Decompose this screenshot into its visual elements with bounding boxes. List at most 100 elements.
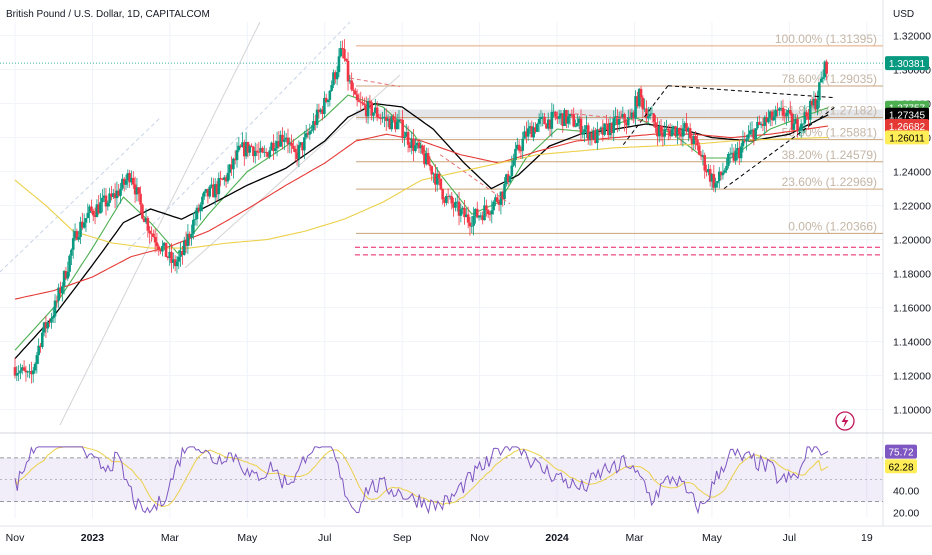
candle-body bbox=[657, 126, 661, 137]
candle-body bbox=[628, 117, 632, 118]
candle-body bbox=[20, 367, 24, 371]
candle-body bbox=[630, 112, 634, 118]
candle-body bbox=[441, 189, 444, 200]
candle-body bbox=[364, 105, 368, 117]
candle-body bbox=[324, 97, 328, 103]
rsi-value-label: 75.72 bbox=[888, 448, 913, 459]
candle-body bbox=[346, 60, 350, 82]
candle-body bbox=[375, 107, 379, 117]
time-tick-label: 2024 bbox=[545, 532, 569, 544]
candle-body bbox=[434, 173, 437, 185]
candle-body bbox=[268, 150, 272, 157]
candle-body bbox=[288, 142, 292, 145]
candle-body bbox=[159, 249, 162, 252]
candle-body bbox=[224, 177, 228, 182]
candle-body bbox=[281, 134, 284, 142]
candle-body bbox=[42, 322, 46, 333]
candle-body bbox=[801, 123, 805, 125]
candle-body bbox=[86, 212, 90, 219]
candle-body bbox=[445, 196, 448, 203]
candle-body bbox=[585, 125, 588, 130]
candle-body bbox=[33, 363, 37, 371]
candle-body bbox=[270, 142, 273, 151]
candle-body bbox=[106, 202, 110, 207]
candle-body bbox=[443, 199, 446, 203]
candle-body bbox=[643, 108, 646, 110]
candle-body bbox=[257, 151, 261, 153]
candle-body bbox=[699, 154, 703, 157]
candle-body bbox=[688, 128, 692, 139]
candle-body bbox=[570, 113, 574, 115]
candle-body bbox=[263, 151, 266, 153]
candle-body bbox=[543, 116, 546, 125]
candle-body bbox=[22, 367, 26, 371]
candle-body bbox=[519, 150, 523, 152]
candle-body bbox=[727, 153, 730, 166]
candle-body bbox=[95, 204, 99, 217]
candle-body bbox=[166, 256, 170, 258]
price-tick-label: 1.18000 bbox=[893, 269, 931, 281]
candle-body bbox=[419, 145, 423, 149]
candle-body bbox=[130, 177, 133, 183]
candle-body bbox=[670, 129, 674, 137]
candle-body bbox=[161, 246, 164, 252]
rsi-ma-line bbox=[14, 446, 829, 508]
candle-body bbox=[190, 233, 193, 238]
candle-body bbox=[40, 332, 44, 348]
candle-body bbox=[157, 246, 161, 250]
candle-body bbox=[534, 127, 537, 132]
candle-body bbox=[423, 153, 426, 165]
candle-body bbox=[807, 116, 810, 120]
price-label-box bbox=[885, 119, 929, 134]
lightning-icon[interactable] bbox=[835, 411, 855, 431]
candle-body bbox=[126, 173, 130, 181]
candle-body bbox=[179, 251, 182, 257]
price-label-box bbox=[885, 130, 929, 145]
candle-body bbox=[261, 147, 264, 153]
candle-body bbox=[319, 109, 323, 113]
candle-body bbox=[697, 145, 701, 155]
candle-body bbox=[384, 116, 388, 121]
candle-body bbox=[215, 184, 219, 195]
candle-body bbox=[577, 118, 581, 123]
candle-body bbox=[725, 165, 728, 171]
candle-body bbox=[535, 123, 539, 132]
candle-body bbox=[208, 186, 212, 197]
candle-body bbox=[690, 138, 694, 145]
candle-body bbox=[330, 85, 333, 91]
candle-body bbox=[794, 119, 798, 124]
candle-body bbox=[237, 145, 241, 151]
candle-body bbox=[381, 117, 384, 119]
time-tick-label: May bbox=[702, 532, 723, 544]
candle-body bbox=[210, 184, 213, 187]
candle-body bbox=[108, 193, 111, 203]
candle-body bbox=[313, 121, 317, 125]
candle-body bbox=[64, 271, 68, 279]
candle-body bbox=[111, 193, 115, 197]
candle-body bbox=[428, 164, 432, 167]
currency-label[interactable]: USD bbox=[893, 9, 914, 20]
candle-body bbox=[168, 251, 171, 258]
candle-body bbox=[202, 191, 206, 197]
candle-body bbox=[461, 207, 464, 210]
candle-body bbox=[692, 136, 696, 145]
candle-body bbox=[426, 153, 430, 165]
candle-body bbox=[559, 113, 563, 117]
candle-body bbox=[470, 225, 474, 227]
candle-body bbox=[283, 139, 286, 142]
candle-body bbox=[719, 171, 723, 176]
candle-body bbox=[514, 148, 517, 161]
candle-body bbox=[812, 98, 816, 106]
candle-body bbox=[752, 129, 756, 140]
candle-body bbox=[683, 123, 687, 129]
candle-body bbox=[19, 370, 22, 373]
candle-body bbox=[192, 219, 195, 234]
candle-body bbox=[563, 110, 566, 126]
candle-body bbox=[195, 207, 199, 220]
fib-level-label: 78.60% (1.29035) bbox=[782, 72, 877, 86]
candle-body bbox=[350, 80, 353, 90]
candle-body bbox=[286, 137, 290, 145]
candle-body bbox=[115, 190, 119, 199]
